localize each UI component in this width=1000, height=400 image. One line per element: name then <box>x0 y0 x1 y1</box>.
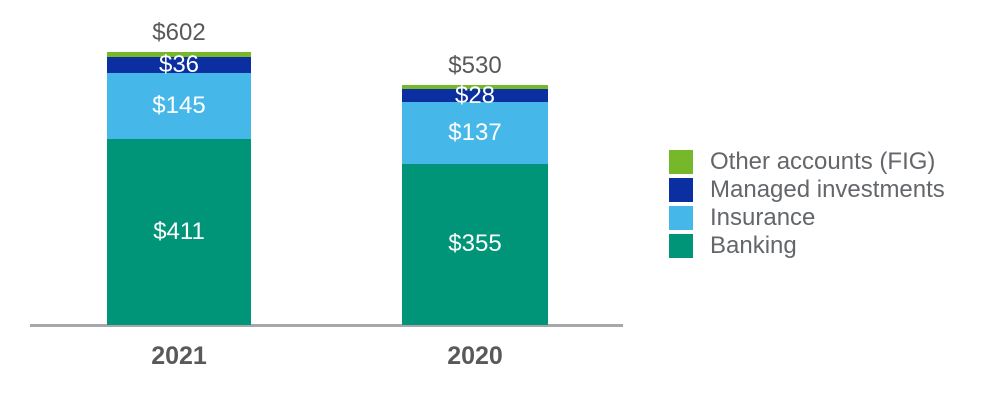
legend: Other accounts (FIG) Managed investments… <box>669 150 945 258</box>
legend-row-insurance: Insurance <box>669 206 945 230</box>
legend-row-banking: Banking <box>669 234 945 258</box>
legend-label-banking: Banking <box>710 232 797 259</box>
legend-swatch-managed-investments-icon <box>669 178 693 202</box>
legend-label-other-accounts: Other accounts (FIG) <box>710 148 936 175</box>
segment-banking-2020: $355 <box>402 164 548 325</box>
segment-banking-2021: $411 <box>107 138 251 325</box>
segment-value-label: $411 <box>153 217 205 245</box>
segment-value-label: $145 <box>152 91 206 119</box>
category-label-2021: 2021 <box>151 342 207 370</box>
legend-swatch-insurance-icon <box>669 206 693 230</box>
legend-swatch-banking-icon <box>669 234 693 258</box>
total-label-2020: $530 <box>448 51 502 79</box>
category-label-2020: 2020 <box>447 342 503 370</box>
legend-label-insurance: Insurance <box>710 204 816 231</box>
total-label-2021: $602 <box>152 19 206 46</box>
legend-label-managed-investments: Managed investments <box>710 176 945 203</box>
segment-other-accounts-fig-2021 <box>107 52 251 57</box>
bar-2020: $28 $137 $355 <box>402 83 548 325</box>
legend-row-other-accounts: Other accounts (FIG) <box>669 150 945 174</box>
x-axis-line <box>30 324 623 327</box>
segment-value-label: $28 <box>454 81 496 109</box>
segment-insurance-2020: $137 <box>402 101 548 164</box>
legend-row-managed-investments: Managed investments <box>669 178 945 202</box>
segment-other-accounts-fig-2020 <box>402 84 548 90</box>
segment-value-label: $355 <box>448 230 502 258</box>
bar-2021: $36 $145 $411 <box>107 52 251 325</box>
segment-managed-investments-2020: $28 <box>402 83 548 107</box>
legend-swatch-other-accounts-icon <box>669 150 693 174</box>
segment-managed-investments-2021: $36 <box>107 52 251 76</box>
segment-insurance-2021: $145 <box>107 72 251 139</box>
segment-value-label: $36 <box>158 50 200 78</box>
segment-value-label: $137 <box>448 118 502 146</box>
